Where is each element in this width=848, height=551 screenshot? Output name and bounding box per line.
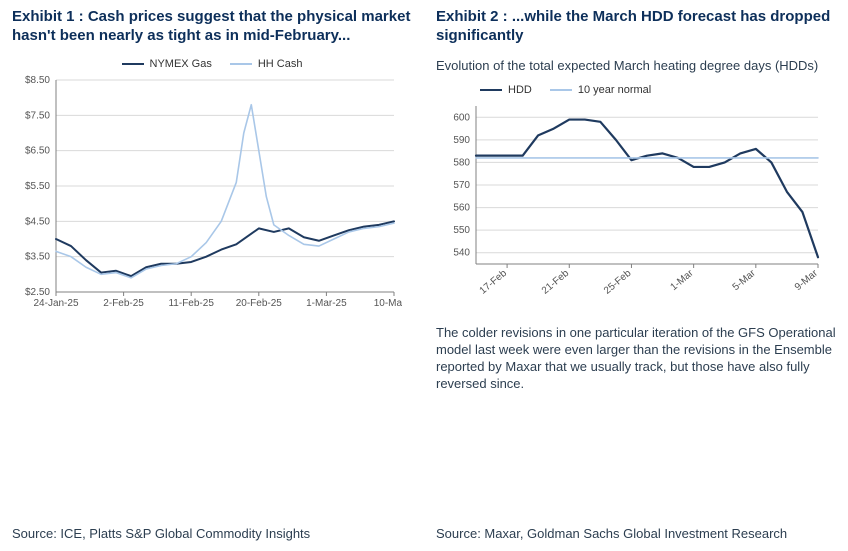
svg-text:590: 590 [453,135,470,146]
svg-text:$5.50: $5.50 [25,181,50,192]
exhibit-2-subtitle: Evolution of the total expected March he… [436,58,836,75]
svg-text:25-Feb: 25-Feb [602,268,634,297]
exhibit-1-legend: NYMEX Gas HH Cash [12,58,412,70]
exhibit-1-panel: Exhibit 1 : Cash prices suggest that the… [12,8,412,543]
svg-text:550: 550 [453,226,470,237]
legend-item-normal: 10 year normal [550,84,651,96]
exhibit-1-source: Source: ICE, Platts S&P Global Commodity… [12,514,412,543]
svg-text:$6.50: $6.50 [25,145,50,156]
svg-text:17-Feb: 17-Feb [478,268,510,297]
legend-item-hdd: HDD [480,84,532,96]
exhibit-2-title: Exhibit 2 : ...while the March HDD forec… [436,8,836,46]
svg-text:$3.50: $3.50 [25,251,50,262]
svg-text:10-Mar-2: 10-Mar-2 [374,298,402,309]
legend-swatch-normal [550,89,572,91]
svg-text:540: 540 [453,248,470,259]
svg-text:$8.50: $8.50 [25,75,50,86]
exhibit-2-svg: 540 550 560 570 580 590 600 17-Feb 21-Feb 25-Feb 1… [436,100,826,310]
legend-label-normal: 10 year normal [578,84,651,96]
legend-swatch-hhcash [230,63,252,65]
exhibit-2-source: Source: Maxar, Goldman Sachs Global Inve… [436,514,836,543]
svg-text:9-Mar: 9-Mar [793,268,821,294]
svg-text:$4.50: $4.50 [25,216,50,227]
legend-swatch-nymex [122,63,144,65]
svg-text:24-Jan-25: 24-Jan-25 [33,298,78,309]
svg-text:600: 600 [453,113,470,124]
legend-item-hhcash: HH Cash [230,58,303,70]
svg-text:11-Feb-25: 11-Feb-25 [168,298,214,309]
exhibit-1-chart: NYMEX Gas HH Cash $2.50 $3.50 $4.50 $5.50 $6… [12,58,412,319]
exhibit-1-svg: $2.50 $3.50 $4.50 $5.50 $6.50 $7.50 $8.50 24-Ja… [12,74,402,314]
svg-text:1-Mar: 1-Mar [668,268,696,294]
svg-text:1-Mar-25: 1-Mar-25 [306,298,347,309]
legend-label-nymex: NYMEX Gas [150,58,212,70]
svg-text:20-Feb-25: 20-Feb-25 [236,298,283,309]
svg-text:560: 560 [453,203,470,214]
legend-item-nymex: NYMEX Gas [122,58,212,70]
svg-text:$2.50: $2.50 [25,287,50,298]
legend-swatch-hdd [480,89,502,91]
exhibit-2-legend: HDD 10 year normal [436,84,836,96]
exhibit-2-panel: Exhibit 2 : ...while the March HDD forec… [436,8,836,543]
svg-text:2-Feb-25: 2-Feb-25 [103,298,144,309]
svg-text:570: 570 [453,180,470,191]
svg-text:21-Feb: 21-Feb [540,268,572,297]
svg-text:$7.50: $7.50 [25,110,50,121]
svg-text:5-Mar: 5-Mar [731,268,759,294]
legend-label-hhcash: HH Cash [258,58,303,70]
exhibit-2-chart: HDD 10 year normal 540 550 560 570 580 590 600… [436,84,836,315]
legend-label-hdd: HDD [508,84,532,96]
exhibit-2-caption: The colder revisions in one particular i… [436,325,836,393]
svg-text:580: 580 [453,158,470,169]
exhibit-1-title: Exhibit 1 : Cash prices suggest that the… [12,8,412,46]
